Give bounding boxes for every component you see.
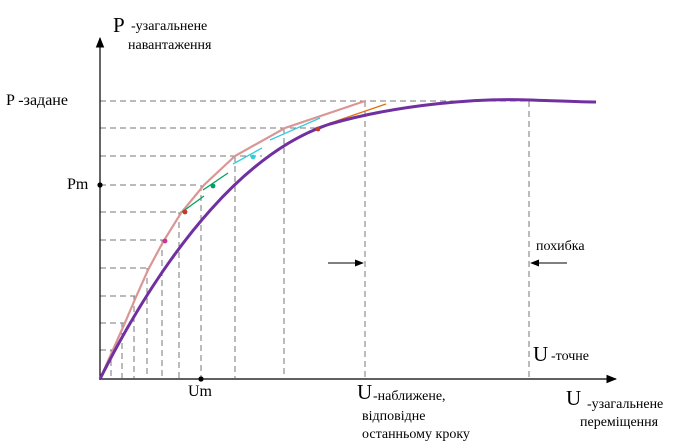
curve-marker bbox=[182, 209, 188, 215]
u-approx-label-line2: відповідне bbox=[362, 409, 426, 424]
approximate-curve bbox=[98, 99, 366, 380]
p-axis-label-line1: -узагальнене bbox=[131, 19, 208, 34]
u-approx-label-line1: -наближене, bbox=[373, 389, 446, 404]
tangent-cyan bbox=[232, 147, 263, 165]
curve-marker bbox=[162, 238, 168, 244]
exact-curve bbox=[98, 98, 597, 380]
p-axis-letter: P bbox=[113, 13, 125, 37]
tangent-cyan bbox=[269, 117, 321, 141]
tangent-green bbox=[202, 172, 229, 191]
p-axis-label-line2: навантаження bbox=[128, 38, 212, 53]
u-exact-letter: U bbox=[533, 342, 549, 366]
pm-axis-dot bbox=[97, 182, 103, 188]
u-axis-label-line1: -узагальнене bbox=[587, 397, 664, 412]
u-approx-letter: U bbox=[357, 380, 373, 404]
curve-marker bbox=[250, 154, 256, 160]
u-approx-label-line3: останньому кроку bbox=[362, 427, 470, 442]
um-axis-dot bbox=[198, 376, 204, 382]
tangent-green bbox=[181, 195, 205, 213]
u-axis-label-line2: переміщення bbox=[580, 415, 659, 430]
um-label: Um bbox=[188, 383, 212, 400]
error-label: похибка bbox=[536, 239, 585, 254]
u-exact-label: -точне bbox=[551, 349, 589, 364]
curve-marker bbox=[210, 183, 216, 189]
u-axis-letter: U bbox=[566, 386, 582, 410]
p-given-label: P -задане bbox=[6, 92, 68, 109]
pm-label: Pm bbox=[67, 176, 89, 193]
curve-marker bbox=[315, 126, 321, 132]
